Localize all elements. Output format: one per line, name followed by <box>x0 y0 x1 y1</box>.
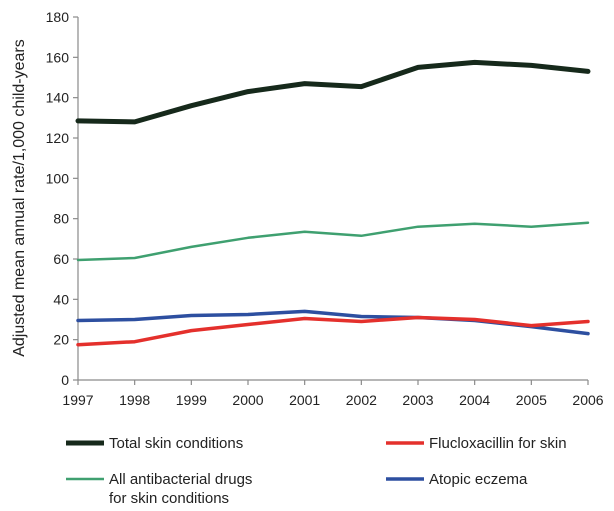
series-line-3 <box>76 221 590 262</box>
x-tick-label: 1998 <box>119 392 150 408</box>
axes <box>73 16 589 385</box>
legend-label-line: Atopic eczema <box>429 471 528 488</box>
y-tick-label: 160 <box>46 49 70 65</box>
legend: Total skin conditions Flucloxacillin for … <box>66 435 567 507</box>
legend-label: Total skin conditions <box>109 435 243 452</box>
legend-item-1: Total skin conditions <box>66 435 243 452</box>
x-tick-label: 2005 <box>516 392 547 408</box>
x-tick-label: 2004 <box>459 392 490 408</box>
y-tick-label: 180 <box>46 9 70 25</box>
x-tick-label: 2006 <box>572 392 603 408</box>
x-tick-label: 2002 <box>346 392 377 408</box>
x-tick-label: 2000 <box>232 392 263 408</box>
legend-item-3: All antibacterial drugs for skin conditio… <box>66 471 252 507</box>
legend-label: Flucloxacillin for skin <box>429 435 567 452</box>
y-tick-label: 20 <box>53 332 69 348</box>
x-tick-label: 2001 <box>289 392 320 408</box>
y-tick-label: 140 <box>46 90 70 106</box>
legend-label: All antibacterial drugs for skin conditio… <box>109 471 252 507</box>
legend-label-line: All antibacterial drugs <box>109 471 252 488</box>
y-tick-label: 120 <box>46 130 70 146</box>
legend-label-line: Total skin conditions <box>109 435 243 452</box>
legend-label-line: Flucloxacillin for skin <box>429 435 567 452</box>
y-tick-label: 60 <box>53 251 69 267</box>
series-line-2 <box>76 315 590 347</box>
legend-item-4: Atopic eczema <box>386 471 528 488</box>
series-lines <box>75 59 591 347</box>
x-tick-label: 2003 <box>402 392 433 408</box>
tick-labels: 0 20 40 60 80 100 120 140 160 180 1997 1998 1999 2000… <box>46 9 604 408</box>
legend-label-line: for skin conditions <box>109 490 229 507</box>
legend-label: Atopic eczema <box>429 471 528 488</box>
x-tick-label: 1997 <box>62 392 93 408</box>
legend-item-2: Flucloxacillin for skin <box>386 435 567 452</box>
y-tick-label: 80 <box>53 211 69 227</box>
series-line-1 <box>75 59 591 125</box>
y-tick-label: 0 <box>61 372 69 388</box>
y-tick-label: 100 <box>46 170 70 186</box>
x-tick-label: 1999 <box>176 392 207 408</box>
y-axis-title: Adjusted mean annual rate/1,000 child-ye… <box>11 39 28 357</box>
y-tick-label: 40 <box>53 291 69 307</box>
